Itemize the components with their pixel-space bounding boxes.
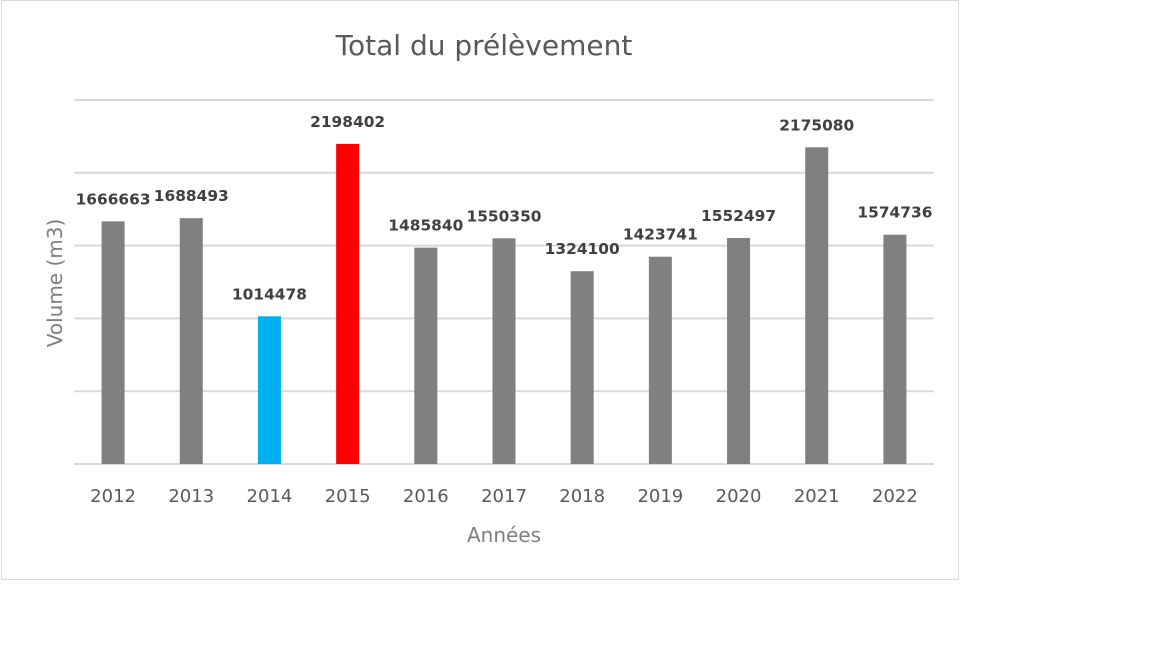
data-label-2019: 1423741: [623, 226, 698, 244]
bar-2019: [648, 256, 672, 464]
x-tick-label-2019: 2019: [637, 486, 683, 507]
x-axis-title: Années: [467, 523, 541, 547]
x-tick-label-2021: 2021: [794, 486, 840, 507]
x-tick-label-2012: 2012: [90, 486, 136, 507]
bar-2015: [336, 143, 360, 465]
data-label-2014: 1014478: [232, 285, 307, 303]
data-label-2012: 1666663: [76, 190, 151, 208]
data-labels: 1666663 1688493 1014478 2198402 148584015503…: [76, 113, 933, 303]
x-tick-label-2014: 2014: [247, 486, 293, 507]
chart-frame: Total du prélèvement 1666663 1688493 10144…: [1, 0, 959, 580]
data-label-2017: 1550350: [467, 207, 542, 225]
x-tick-label-2013: 2013: [168, 486, 214, 507]
x-tick-label-2015: 2015: [325, 486, 371, 507]
data-label-2021: 2175080: [779, 116, 854, 134]
bar-2012: [101, 221, 125, 464]
bar-2016: [414, 247, 438, 464]
bar-2013: [179, 218, 203, 464]
bar-2017: [492, 238, 516, 464]
y-axis-title: Volume (m3): [43, 219, 67, 348]
data-label-2018: 1324100: [545, 240, 620, 258]
x-tick-label-2018: 2018: [559, 486, 605, 507]
data-label-2016: 1485840: [388, 217, 463, 235]
bars: [101, 143, 907, 465]
bar-2018: [570, 271, 594, 464]
bar-2014: [257, 316, 281, 464]
chart-title: Total du prélèvement: [335, 29, 633, 62]
bar-2020: [727, 237, 751, 464]
x-tick-label-2016: 2016: [403, 486, 449, 507]
x-tick-label-2017: 2017: [481, 486, 527, 507]
x-tick-label-2022: 2022: [872, 486, 918, 507]
x-tick-label-2020: 2020: [716, 486, 762, 507]
data-label-2013: 1688493: [154, 187, 229, 205]
bar-2021: [805, 147, 829, 464]
bar-chart: Total du prélèvement 1666663 1688493 10144…: [43, 29, 934, 547]
data-label-2022: 1574736: [857, 204, 932, 222]
data-label-2015: 2198402: [310, 113, 385, 131]
x-tick-labels: 2012 2013 2014 2015 2016 2017 2018 2019 2020 2021…: [90, 486, 918, 507]
data-label-2020: 1552497: [701, 207, 776, 225]
bar-2022: [883, 234, 907, 464]
